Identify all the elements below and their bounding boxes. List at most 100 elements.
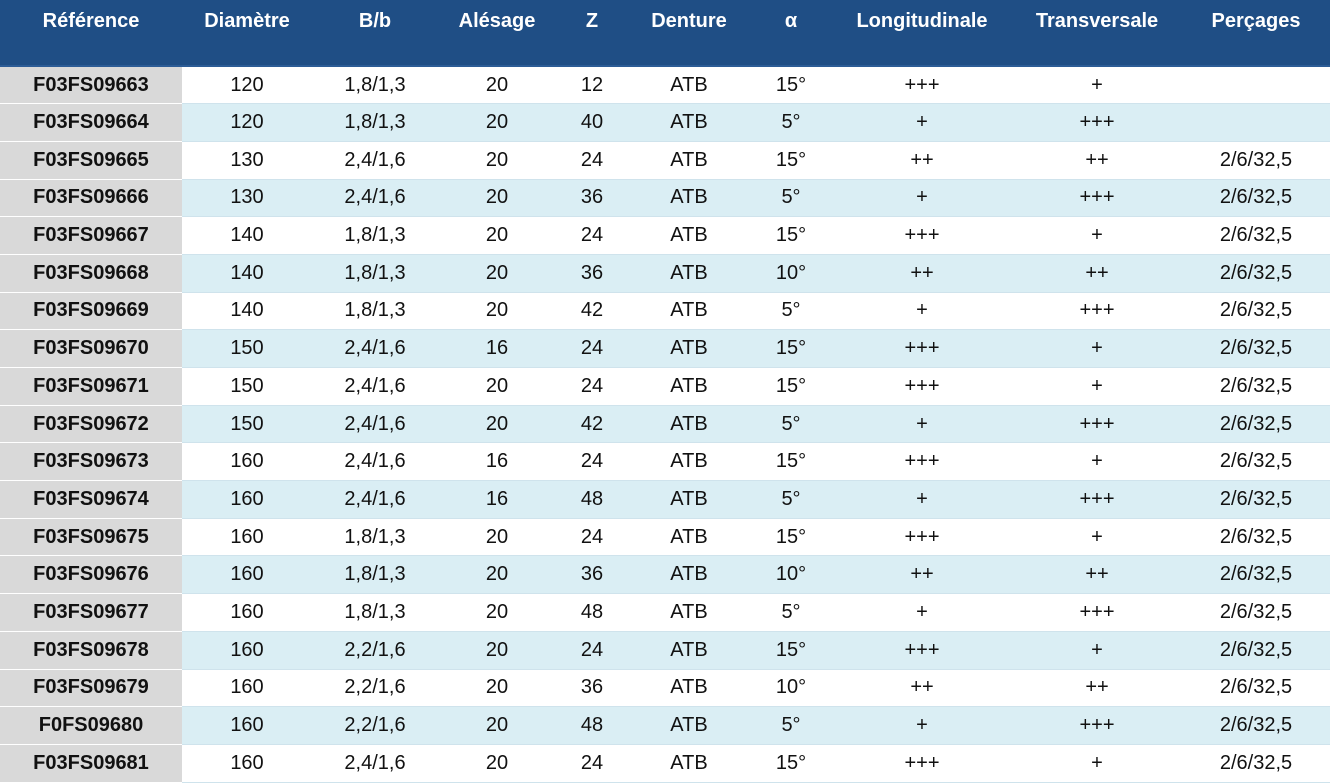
- cell-transversale: +++: [1012, 103, 1182, 142]
- cell-bb: 1,8/1,3: [312, 555, 438, 595]
- cell-alpha: 5°: [750, 480, 832, 519]
- cell-z: 24: [556, 367, 628, 406]
- cell-longitudinale: +: [832, 706, 1012, 745]
- cell-denture: ATB: [628, 669, 750, 708]
- table-row: F03FS09667 140 1,8/1,3 20 24 ATB 15° +++ +2/6/32…: [0, 216, 1330, 255]
- cell-transversale: +: [1012, 329, 1182, 368]
- cell-longitudinale: +: [832, 405, 1012, 444]
- cell-longitudinale: ++: [832, 555, 1012, 595]
- cell-diametre: 160: [182, 593, 312, 632]
- cell-percages: 2/6/32,5: [1182, 141, 1330, 180]
- cell-denture: ATB: [628, 405, 750, 444]
- cell-percages: 2/6/32,5: [1182, 744, 1330, 783]
- cell-reference: F03FS09681: [0, 744, 182, 783]
- table-row: F03FS09663 120 1,8/1,3 20 12 ATB 15° +++ +: [0, 66, 1330, 105]
- cell-percages: [1182, 66, 1330, 105]
- table-row: F03FS09668 140 1,8/1,3 20 36 ATB 10° ++ ++ 2/6/32…: [0, 254, 1330, 293]
- cell-transversale: +++: [1012, 292, 1182, 331]
- cell-reference: F03FS09672: [0, 405, 182, 444]
- cell-z: 24: [556, 744, 628, 783]
- cell-bb: 2,4/1,6: [312, 744, 438, 783]
- cell-percages: [1182, 103, 1330, 142]
- cell-percages: 2/6/32,5: [1182, 669, 1330, 708]
- cell-reference: F03FS09676: [0, 555, 182, 595]
- cell-z: 48: [556, 593, 628, 632]
- header-z: Z: [556, 0, 628, 67]
- cell-alesage: 20: [438, 292, 556, 331]
- cell-diametre: 150: [182, 367, 312, 406]
- cell-denture: ATB: [628, 518, 750, 557]
- header-diametre: Diamètre: [182, 0, 312, 67]
- cell-alesage: 20: [438, 631, 556, 670]
- cell-diametre: 150: [182, 405, 312, 444]
- cell-denture: ATB: [628, 292, 750, 331]
- cell-longitudinale: +: [832, 480, 1012, 519]
- cell-bb: 2,4/1,6: [312, 442, 438, 482]
- cell-alpha: 10°: [750, 555, 832, 595]
- header-row: Référence Diamètre B/b Alésage Z Denture α Long…: [0, 0, 1330, 67]
- cell-alesage: 20: [438, 141, 556, 180]
- cell-transversale: +: [1012, 631, 1182, 670]
- table-body: F03FS09663 120 1,8/1,3 20 12 ATB 15° +++ + F03FS0…: [0, 66, 1330, 783]
- cell-denture: ATB: [628, 216, 750, 255]
- cell-alpha: 15°: [750, 442, 832, 482]
- cell-alesage: 20: [438, 254, 556, 293]
- cell-z: 24: [556, 141, 628, 180]
- cell-diametre: 120: [182, 103, 312, 142]
- cell-reference: F03FS09666: [0, 179, 182, 218]
- cell-alesage: 20: [438, 66, 556, 105]
- cell-transversale: +: [1012, 216, 1182, 255]
- cell-denture: ATB: [628, 66, 750, 105]
- cell-reference: F03FS09675: [0, 518, 182, 557]
- cell-transversale: +++: [1012, 706, 1182, 745]
- cell-denture: ATB: [628, 367, 750, 406]
- cell-bb: 2,2/1,6: [312, 631, 438, 670]
- cell-alpha: 15°: [750, 631, 832, 670]
- cell-alesage: 20: [438, 669, 556, 708]
- cell-diametre: 160: [182, 480, 312, 519]
- cell-percages: 2/6/32,5: [1182, 706, 1330, 745]
- cell-z: 48: [556, 706, 628, 745]
- cell-transversale: +++: [1012, 480, 1182, 519]
- cell-diametre: 160: [182, 669, 312, 708]
- cell-reference: F03FS09679: [0, 669, 182, 708]
- cell-diametre: 160: [182, 555, 312, 595]
- cell-diametre: 150: [182, 329, 312, 368]
- cell-longitudinale: ++: [832, 669, 1012, 708]
- table-row: F03FS09664 120 1,8/1,3 20 40 ATB 5° + +++: [0, 103, 1330, 142]
- cell-transversale: ++: [1012, 254, 1182, 293]
- table-row: F03FS09679 160 2,2/1,6 20 36 ATB 10° ++ ++ 2/6/32…: [0, 669, 1330, 708]
- cell-z: 42: [556, 292, 628, 331]
- cell-bb: 1,8/1,3: [312, 292, 438, 331]
- cell-diametre: 160: [182, 706, 312, 745]
- cell-bb: 2,2/1,6: [312, 706, 438, 745]
- cell-longitudinale: +++: [832, 216, 1012, 255]
- cell-diametre: 160: [182, 631, 312, 670]
- cell-alesage: 20: [438, 405, 556, 444]
- cell-bb: 1,8/1,3: [312, 518, 438, 557]
- cell-z: 36: [556, 669, 628, 708]
- cell-longitudinale: +: [832, 179, 1012, 218]
- cell-percages: 2/6/32,5: [1182, 216, 1330, 255]
- header-alpha: α: [750, 0, 832, 67]
- cell-alpha: 5°: [750, 593, 832, 632]
- cell-reference: F03FS09668: [0, 254, 182, 293]
- cell-alpha: 15°: [750, 66, 832, 105]
- cell-bb: 1,8/1,3: [312, 66, 438, 105]
- cell-transversale: +: [1012, 744, 1182, 783]
- cell-transversale: +: [1012, 518, 1182, 557]
- cell-z: 36: [556, 179, 628, 218]
- cell-z: 24: [556, 329, 628, 368]
- cell-denture: ATB: [628, 744, 750, 783]
- cell-percages: 2/6/32,5: [1182, 442, 1330, 482]
- cell-transversale: ++: [1012, 669, 1182, 708]
- cell-denture: ATB: [628, 442, 750, 482]
- cell-transversale: +: [1012, 66, 1182, 105]
- cell-reference: F03FS09669: [0, 292, 182, 331]
- cell-z: 12: [556, 66, 628, 105]
- cell-z: 24: [556, 631, 628, 670]
- cell-reference: F03FS09670: [0, 329, 182, 368]
- cell-diametre: 140: [182, 216, 312, 255]
- cell-alpha: 10°: [750, 254, 832, 293]
- cell-denture: ATB: [628, 631, 750, 670]
